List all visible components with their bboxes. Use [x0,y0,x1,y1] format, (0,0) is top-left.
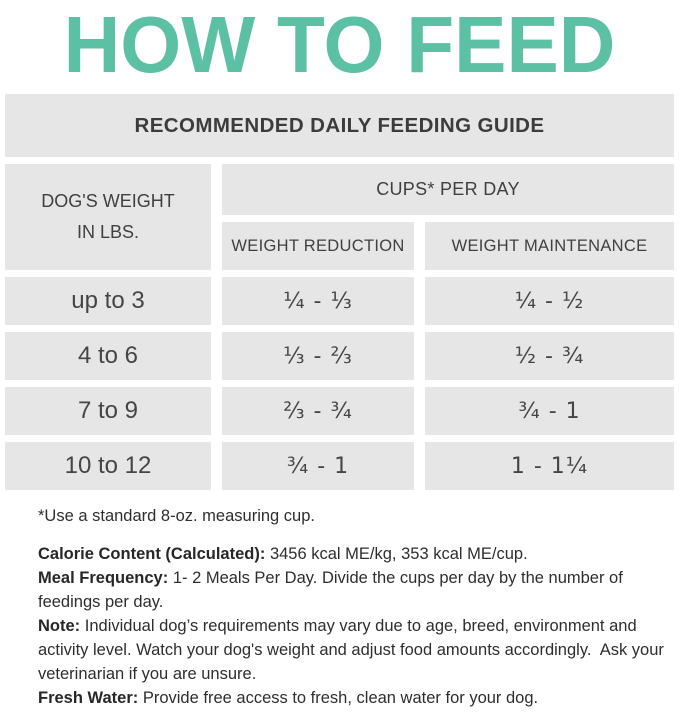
col-header-weight-reduction: WEIGHT REDUCTION [222,222,414,270]
info-calorie-content-text: 3456 kcal ME/kg, 353 kcal ME/cup. [269,545,528,563]
col-header-dogs-weight-line1: DOG'S WEIGHT [41,191,175,211]
row4-reduction-cell: ¾ - 1 [222,442,414,490]
info-note-text: Individual dog’s requirements may vary d… [38,617,669,683]
info-meal-frequency-text: 1- 2 Meals Per Day. Divide the cups per … [38,569,628,611]
info-fresh-water-text: Provide free access to fresh, clean wate… [142,689,539,707]
row2-maintenance-cell: ½ - ¾ [425,332,674,380]
info-meal-frequency: Meal Frequency: 1- 2 Meals Per Day. Divi… [38,566,675,614]
info-block: Calorie Content (Calculated): 3456 kcal … [38,542,675,710]
info-note: Note: Individual dog’s requirements may … [38,614,675,686]
row4-maintenance-cell: 1 - 1¼ [425,442,674,490]
row4-weight-cell: 10 to 12 [5,442,211,490]
col-header-dogs-weight-line2: IN LBS. [76,222,140,242]
col-header-dogs-weight: DOG'S WEIGHT IN LBS. [5,164,211,270]
row2-weight-cell: 4 to 6 [5,332,211,380]
row3-reduction-cell: ⅔ - ¾ [222,387,414,435]
table-title: RECOMMENDED DAILY FEEDING GUIDE [5,94,674,157]
info-fresh-water: Fresh Water: Provide free access to fres… [38,686,675,710]
info-calorie-content: Calorie Content (Calculated): 3456 kcal … [38,542,675,566]
info-fresh-water-label: Fresh Water: [38,689,139,707]
measuring-cup-footnote: *Use a standard 8-oz. measuring cup. [38,507,315,525]
col-header-weight-maintenance: WEIGHT MAINTENANCE [425,222,674,270]
row2-reduction-cell: ⅓ - ⅔ [222,332,414,380]
row1-weight-cell: up to 3 [5,277,211,325]
info-calorie-content-label: Calorie Content (Calculated): [38,545,266,563]
row3-weight-cell: 7 to 9 [5,387,211,435]
row3-maintenance-cell: ¾ - 1 [425,387,674,435]
page-title: HOW TO FEED [63,0,616,89]
row1-reduction-cell: ¼ - ⅓ [222,277,414,325]
info-meal-frequency-label: Meal Frequency: [38,569,169,587]
col-header-cups-per-day: CUPS* PER DAY [222,164,674,215]
info-note-label: Note: [38,617,81,635]
row1-maintenance-cell: ¼ - ½ [425,277,674,325]
feeding-guide-table: RECOMMENDED DAILY FEEDING GUIDE DOG'S WE… [5,94,674,490]
